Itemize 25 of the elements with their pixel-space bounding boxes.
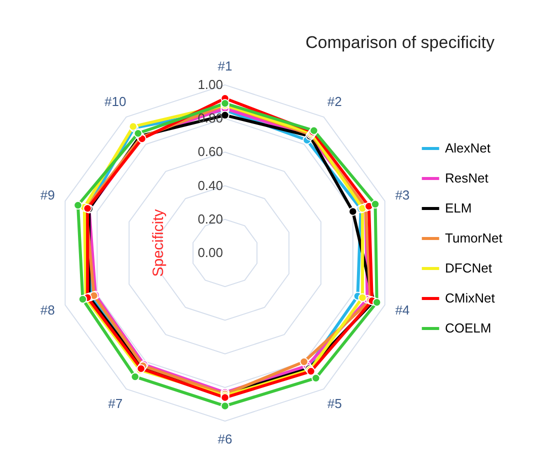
- y-tick-label: 0.20: [198, 211, 223, 226]
- y-tick-label: 0.80: [198, 110, 223, 126]
- legend-label: TumorNet: [445, 230, 503, 246]
- y-tick-label: 0.40: [198, 178, 223, 193]
- spoke-label: #5: [327, 396, 342, 411]
- spoke-label: #7: [108, 396, 123, 411]
- legend-label: COELM: [445, 320, 492, 336]
- y-tick-label: 0.60: [198, 144, 223, 160]
- spoke-label: #10: [104, 94, 126, 110]
- spoke-label: #4: [395, 302, 410, 318]
- spoke-label: #2: [327, 94, 342, 110]
- chart-title: Comparison of specificity: [306, 33, 495, 52]
- spoke-label: #1: [218, 58, 232, 74]
- spoke-label: #3: [395, 187, 410, 202]
- spoke-label: #8: [40, 302, 55, 318]
- text: Specificity: [150, 208, 167, 277]
- legend-label: ELM: [445, 200, 472, 216]
- y-tick-label: 1.00: [198, 76, 223, 92]
- legend-label: ResNet: [445, 170, 489, 186]
- legend-label: DFCNet: [445, 260, 492, 276]
- spoke-label: #6: [218, 432, 232, 447]
- legend-label: CMixNet: [445, 290, 496, 306]
- legend-label: AlexNet: [445, 140, 491, 156]
- spoke-label: #9: [40, 187, 55, 202]
- y-tick-label: 0.00: [198, 245, 223, 260]
